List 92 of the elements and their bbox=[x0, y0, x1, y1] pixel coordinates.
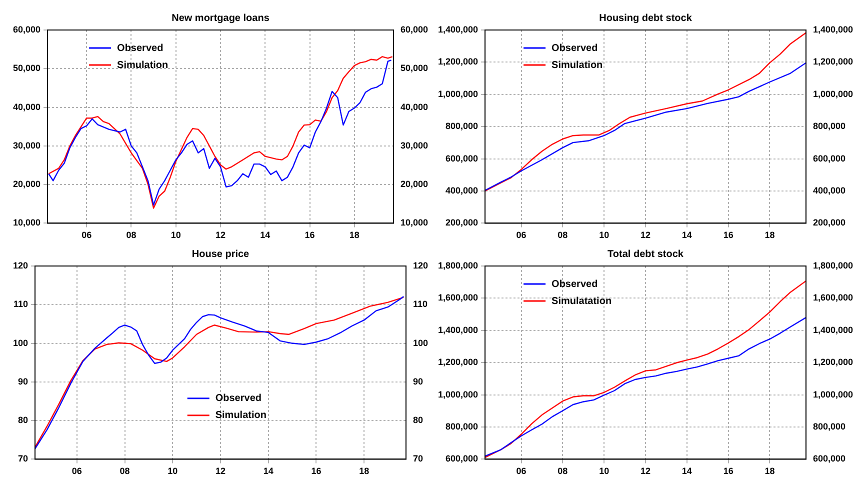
y2-tick-label: 60,000 bbox=[400, 24, 428, 34]
y2-tick-label: 200,000 bbox=[812, 218, 846, 228]
legend-label: Simulation bbox=[552, 60, 603, 71]
chart-title: New mortgage loans bbox=[172, 12, 270, 24]
y2-tick-label: 110 bbox=[412, 299, 428, 310]
x-tick-label: 16 bbox=[311, 466, 322, 476]
y-tick-label: 80 bbox=[18, 415, 28, 426]
y-tick-label: 60,000 bbox=[12, 24, 41, 34]
y-tick-label: 30,000 bbox=[12, 140, 41, 150]
y-tick-label: 200,000 bbox=[445, 218, 478, 228]
x-tick-label: 10 bbox=[599, 466, 610, 476]
y2-tick-label: 600,000 bbox=[812, 153, 846, 164]
y2-tick-label: 1,000,000 bbox=[812, 88, 854, 99]
chart-title: House price bbox=[192, 248, 250, 260]
legend-label: Observed bbox=[552, 278, 598, 290]
y-tick-label: 600,000 bbox=[445, 153, 478, 164]
legend-label: Observed bbox=[215, 393, 262, 404]
chart-title: Total debt stock bbox=[608, 248, 684, 260]
x-tick-label: 14 bbox=[682, 230, 692, 240]
y-tick-label: 70 bbox=[18, 454, 28, 464]
y2-tick-label: 30,000 bbox=[400, 140, 428, 150]
x-tick-label: 14 bbox=[260, 230, 270, 240]
y2-tick-label: 1,400,000 bbox=[812, 24, 854, 34]
y2-tick-label: 800,000 bbox=[812, 421, 846, 432]
y2-tick-label: 100 bbox=[412, 338, 428, 348]
x-tick-label: 06 bbox=[82, 230, 92, 240]
y2-tick-label: 120 bbox=[412, 260, 428, 270]
x-tick-label: 12 bbox=[640, 466, 651, 476]
y2-tick-label: 400,000 bbox=[812, 185, 846, 196]
y2-tick-label: 1,600,000 bbox=[812, 292, 854, 303]
y2-tick-label: 1,200,000 bbox=[812, 357, 854, 368]
x-tick-label: 08 bbox=[558, 230, 568, 240]
x-tick-label: 08 bbox=[558, 466, 568, 476]
y2-tick-label: 80 bbox=[412, 415, 423, 426]
chart-title: Housing debt stock bbox=[599, 12, 692, 24]
y-tick-label: 20,000 bbox=[12, 179, 41, 190]
y-tick-label: 110 bbox=[13, 299, 28, 310]
y-tick-label: 1,200,000 bbox=[438, 357, 478, 368]
y2-tick-label: 1,000,000 bbox=[812, 389, 854, 400]
y-tick-label: 1,000,000 bbox=[438, 88, 478, 99]
x-tick-label: 06 bbox=[516, 230, 526, 240]
x-tick-label: 12 bbox=[215, 466, 226, 476]
y-tick-label: 800,000 bbox=[445, 121, 478, 132]
y-tick-label: 1,400,000 bbox=[438, 324, 478, 335]
x-tick-label: 14 bbox=[263, 466, 274, 476]
y-tick-label: 400,000 bbox=[445, 185, 478, 196]
y2-tick-label: 50,000 bbox=[400, 63, 428, 74]
y-tick-label: 800,000 bbox=[445, 421, 478, 432]
x-tick-label: 08 bbox=[126, 230, 136, 240]
x-tick-label: 16 bbox=[723, 230, 734, 240]
y-tick-label: 50,000 bbox=[12, 63, 41, 74]
y-tick-label: 40,000 bbox=[12, 102, 41, 112]
y2-tick-label: 1,200,000 bbox=[812, 56, 854, 67]
y-tick-label: 600,000 bbox=[445, 454, 478, 464]
y2-tick-label: 800,000 bbox=[812, 121, 846, 132]
legend-label: Observed bbox=[117, 42, 164, 54]
x-tick-label: 18 bbox=[764, 466, 775, 476]
y-tick-label: 1,200,000 bbox=[438, 56, 478, 67]
x-tick-label: 16 bbox=[723, 466, 734, 476]
x-tick-label: 06 bbox=[72, 466, 82, 476]
y-tick-label: 90 bbox=[18, 376, 28, 386]
x-tick-label: 06 bbox=[516, 466, 526, 476]
x-tick-label: 18 bbox=[349, 230, 360, 240]
legend-label: Simulation bbox=[117, 60, 168, 71]
y-tick-label: 10,000 bbox=[12, 218, 41, 228]
y-tick-label: 1,600,000 bbox=[438, 292, 478, 303]
y-tick-label: 100 bbox=[12, 338, 28, 348]
y-tick-label: 1,000,000 bbox=[438, 389, 478, 400]
y2-tick-label: 1,800,000 bbox=[812, 260, 854, 270]
x-tick-label: 08 bbox=[120, 466, 130, 476]
x-tick-label: 16 bbox=[304, 230, 315, 240]
y-tick-label: 120 bbox=[12, 260, 28, 270]
x-tick-label: 12 bbox=[640, 230, 651, 240]
y2-tick-label: 40,000 bbox=[400, 102, 428, 112]
x-tick-label: 12 bbox=[215, 230, 226, 240]
legend-label: Simulation bbox=[215, 410, 266, 422]
x-tick-label: 18 bbox=[359, 466, 370, 476]
y2-tick-label: 90 bbox=[412, 376, 423, 386]
y2-tick-label: 600,000 bbox=[812, 454, 846, 464]
x-tick-label: 10 bbox=[599, 230, 610, 240]
legend-label: Simulatation bbox=[552, 296, 612, 307]
y-tick-label: 1,800,000 bbox=[438, 260, 478, 270]
x-tick-label: 10 bbox=[170, 230, 181, 240]
x-tick-label: 14 bbox=[682, 466, 692, 476]
x-tick-label: 10 bbox=[168, 466, 178, 476]
x-tick-label: 18 bbox=[764, 230, 775, 240]
legend-label: Observed bbox=[552, 42, 598, 54]
y-tick-label: 1,400,000 bbox=[438, 24, 478, 34]
y2-tick-label: 10,000 bbox=[400, 218, 428, 228]
y2-tick-label: 20,000 bbox=[400, 179, 428, 190]
y2-tick-label: 1,400,000 bbox=[812, 324, 854, 335]
y2-tick-label: 70 bbox=[412, 454, 423, 464]
